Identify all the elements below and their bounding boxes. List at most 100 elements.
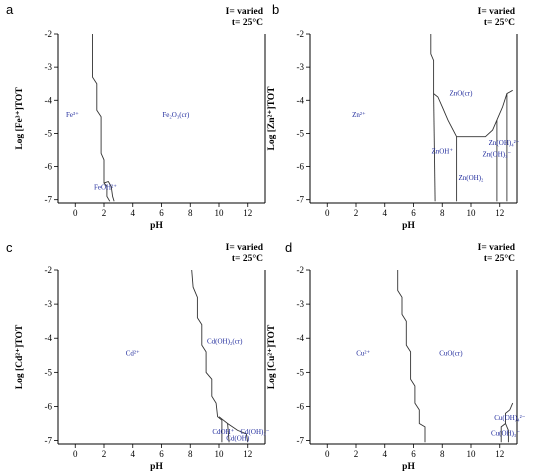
x-tick-label: 0 — [73, 208, 78, 218]
y-tick-label: -7 — [45, 195, 53, 205]
y-tick-label: -4 — [297, 95, 305, 105]
y-tick-label: -5 — [297, 367, 305, 377]
x-tick-label: 0 — [325, 449, 330, 459]
x-tick-label: 8 — [440, 449, 445, 459]
x-tick-label: 6 — [411, 208, 416, 218]
condition-label: t= 25°C — [232, 253, 263, 264]
x-tick-label: 8 — [188, 449, 193, 459]
x-tick-label: 12 — [243, 449, 252, 459]
x-tick-label: 2 — [354, 208, 359, 218]
y-axis-title: Log [Cd²⁺]TOT — [15, 324, 25, 389]
x-tick-label: 6 — [411, 449, 416, 459]
y-tick-label: -6 — [45, 162, 53, 172]
y-tick-label: -3 — [45, 299, 53, 309]
species-label: Fe³⁺ — [66, 111, 79, 119]
y-tick-label: -4 — [45, 333, 53, 343]
y-tick-label: -2 — [297, 265, 305, 275]
x-axis-title: pH — [402, 462, 415, 472]
species-label: Zn²⁺ — [352, 111, 366, 119]
predominance-boundary — [500, 402, 514, 443]
x-tick-label: 10 — [467, 208, 477, 218]
predominance-boundary — [430, 34, 513, 138]
species-label: Cu(OH)₃⁻ — [491, 429, 520, 437]
y-tick-label: -3 — [297, 62, 305, 72]
y-tick-label: -7 — [297, 436, 305, 446]
y-axis-title: Log [Fe³⁺]TOT — [15, 87, 25, 150]
x-axis-title: pH — [402, 221, 415, 231]
predominance-boundary — [191, 269, 223, 443]
species-label: Zn(OH)₂ — [459, 174, 485, 182]
predominance-boundary — [397, 270, 426, 443]
x-tick-label: 2 — [102, 449, 107, 459]
y-tick-label: -7 — [297, 195, 305, 205]
x-tick-label: 10 — [215, 449, 225, 459]
y-tick-label: -3 — [45, 62, 53, 72]
condition-label: t= 25°C — [484, 17, 515, 28]
x-tick-label: 0 — [325, 208, 330, 218]
species-label: Zn(OH)₄²⁻ — [489, 139, 520, 147]
x-tick-label: 4 — [383, 449, 388, 459]
condition-label: I= varied — [478, 7, 516, 17]
species-label: ZnOH⁺ — [431, 147, 453, 155]
x-tick-label: 10 — [467, 449, 477, 459]
x-tick-label: 10 — [215, 208, 225, 218]
x-tick-label: 6 — [159, 208, 164, 218]
y-tick-label: -7 — [45, 436, 53, 446]
y-tick-label: -2 — [45, 265, 53, 275]
x-tick-label: 4 — [131, 449, 136, 459]
x-axis-title: pH — [150, 462, 163, 472]
predominance-boundary — [103, 180, 115, 202]
x-tick-label: 4 — [383, 208, 388, 218]
y-tick-label: -4 — [297, 333, 305, 343]
species-label: CdOH⁺ — [212, 428, 234, 436]
condition-label: I= varied — [226, 243, 264, 253]
y-axis-title: Log [Cu²⁺]TOT — [267, 324, 277, 389]
y-tick-label: -6 — [297, 401, 305, 411]
condition-label: I= varied — [478, 243, 516, 253]
panel-letter: c — [6, 240, 13, 255]
species-label: Cu²⁺ — [356, 349, 370, 357]
x-tick-label: 8 — [188, 208, 193, 218]
species-label: Cu(OH)₄²⁻ — [494, 414, 525, 422]
x-axis-title: pH — [150, 221, 163, 231]
y-tick-label: -5 — [45, 367, 53, 377]
predominance-boundary — [505, 423, 509, 443]
y-tick-label: -4 — [45, 95, 53, 105]
species-label: FeOH²⁺ — [94, 184, 117, 192]
predominance-boundary — [433, 93, 436, 202]
x-tick-label: 12 — [495, 208, 504, 218]
y-tick-label: -6 — [45, 401, 53, 411]
x-tick-label: 0 — [73, 449, 78, 459]
x-tick-label: 6 — [159, 449, 164, 459]
x-tick-label: 12 — [243, 208, 252, 218]
x-tick-label: 8 — [440, 208, 445, 218]
species-label: Cd(OH) — [226, 435, 250, 443]
y-tick-label: -2 — [45, 29, 53, 39]
x-tick-label: 12 — [495, 449, 504, 459]
species-label: ZnO(cr) — [449, 89, 473, 97]
species-label: Zn(OH)₃⁻ — [483, 151, 512, 159]
condition-label: I= varied — [226, 7, 264, 17]
y-tick-label: -2 — [297, 29, 305, 39]
panel-letter: a — [6, 2, 14, 17]
y-axis-title: Log [Zn²⁺]TOT — [267, 86, 277, 151]
species-label: CuO(cr) — [439, 349, 463, 357]
species-label: Fe₂O₃(cr) — [162, 111, 190, 119]
predominance-boundary — [227, 423, 249, 443]
species-label: Cd²⁺ — [126, 349, 140, 357]
condition-label: t= 25°C — [232, 17, 263, 28]
species-label: Cd(OH)₃⁻ — [240, 428, 269, 436]
species-label: Cd(OH)₂(cr) — [207, 337, 243, 345]
x-tick-label: 2 — [354, 449, 359, 459]
x-tick-label: 4 — [131, 208, 136, 218]
y-tick-label: -6 — [297, 162, 305, 172]
panel-letter: d — [285, 240, 292, 255]
y-tick-label: -3 — [297, 299, 305, 309]
y-tick-label: -5 — [297, 128, 305, 138]
